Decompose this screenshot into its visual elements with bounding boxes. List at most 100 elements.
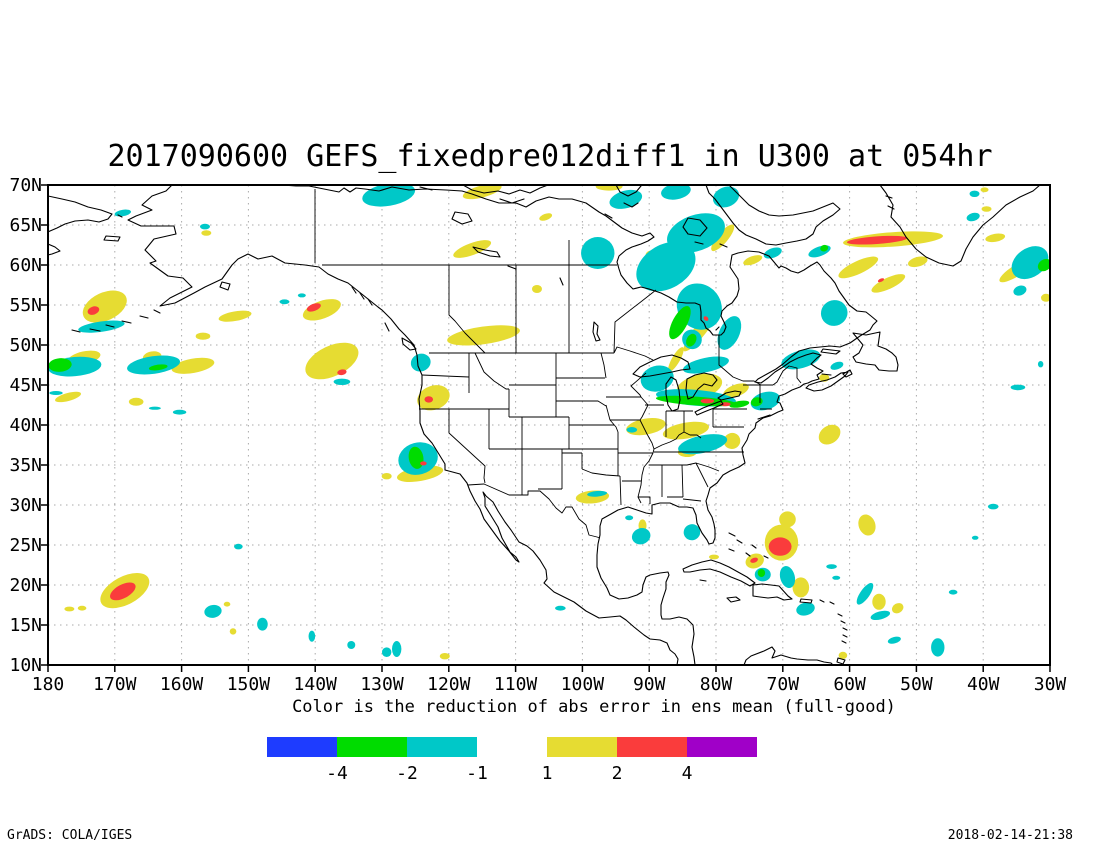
- anomaly-region-level-1: [858, 514, 876, 536]
- colorbar-positive: 1 2 4: [542, 737, 757, 784]
- anomaly-region-level--1: [826, 564, 837, 569]
- timestamp: 2018-02-14-21:38: [948, 828, 1073, 843]
- anomaly-region-level--1: [114, 209, 132, 217]
- anomaly-region-level--1: [49, 391, 63, 395]
- coastlines: [48, 185, 1041, 665]
- border-mexico: [467, 483, 601, 539]
- anomaly-region-level--1: [808, 245, 831, 258]
- anomaly-region-level-1: [201, 230, 212, 236]
- anomaly-region-level--1: [887, 636, 901, 644]
- anomaly-region-level--1: [987, 503, 999, 510]
- anomaly-region-level-1: [302, 299, 341, 321]
- lat-tick-label: 20N: [9, 575, 42, 596]
- lat-tick-label: 50N: [9, 335, 42, 356]
- anomaly-region-level--1: [1037, 361, 1044, 368]
- anomaly-region-level-1: [779, 511, 796, 528]
- lat-tick-label: 15N: [9, 615, 42, 636]
- anomaly-region-level--2: [408, 446, 424, 469]
- anomaly-region-level--2: [820, 244, 829, 252]
- anomaly-region-level--1: [609, 189, 643, 209]
- anomaly-region-level-2: [846, 235, 908, 245]
- anomaly-region-level--1: [587, 490, 608, 497]
- anomaly-region-level--1: [279, 299, 290, 305]
- anomaly-region-level--1: [661, 185, 691, 200]
- anomaly-region-level--1: [172, 409, 187, 415]
- anomaly-region-level--1: [631, 528, 651, 545]
- anomaly-region-level-1: [447, 325, 520, 346]
- lon-tick-label: 80W: [700, 674, 733, 695]
- anomaly-region-level--1: [78, 320, 125, 333]
- colorbar-swatch-neg1: [407, 737, 477, 757]
- anomaly-region-level--1: [199, 223, 210, 230]
- anomaly-region-level--2: [148, 364, 168, 371]
- anomaly-region-level-1: [743, 255, 763, 266]
- anomaly-region-level--1: [381, 647, 392, 657]
- anomaly-region-level--1: [234, 543, 243, 550]
- anomaly-region-level--2: [729, 400, 750, 408]
- lat-tick-label: 40N: [9, 415, 42, 436]
- colorbar-swatch-pos2: [617, 737, 687, 757]
- lon-tick-label: 130W: [360, 674, 404, 695]
- colorbar-label: 4: [682, 763, 693, 784]
- coast-chukotka: [48, 195, 123, 256]
- anomaly-region-level--1: [626, 427, 638, 433]
- axis-ticks: [41, 184, 1051, 672]
- lon-tick-label: 160W: [160, 674, 204, 695]
- anomaly-region-level--1: [1010, 384, 1026, 391]
- lat-tick-label: 25N: [9, 535, 42, 556]
- lat-tick-label: 45N: [9, 375, 42, 396]
- lon-tick-label: 170W: [93, 674, 137, 695]
- plot-title: 2017090600 GEFS_fixedpre012diff1 in U300…: [107, 139, 992, 174]
- coast-arctic-islands: [419, 185, 841, 248]
- anomaly-region-level-1: [907, 256, 928, 268]
- anomaly-region-level-1: [171, 357, 215, 374]
- anomaly-region-level-1: [668, 347, 684, 372]
- anomaly-region-level-1: [792, 577, 810, 598]
- lat-axis-labels: 70N 65N 60N 55N 50N 45N 40N 35N 30N 25N …: [9, 175, 42, 676]
- colorbar-label: -2: [396, 763, 418, 784]
- anomaly-shading: [48, 185, 1050, 660]
- anomaly-region-level--1: [969, 190, 980, 197]
- lon-tick-label: 120W: [427, 674, 471, 695]
- anomaly-region-level--1: [1011, 246, 1049, 280]
- anomaly-region-level--1: [410, 353, 431, 372]
- anomaly-region-level-1: [417, 385, 450, 411]
- anomaly-region-level--1: [333, 378, 351, 385]
- lon-tick-label: 90W: [633, 674, 666, 695]
- coast-arctic-atlantic: [281, 185, 878, 665]
- anomaly-region-level-1: [128, 397, 144, 406]
- anomaly-region-level-1: [218, 310, 252, 322]
- plot-caption: Color is the reduction of abs error in e…: [292, 697, 896, 717]
- anomaly-region-level--1: [781, 349, 821, 370]
- anomaly-region-level-1: [439, 653, 450, 660]
- anomaly-region-level-1: [891, 603, 904, 614]
- anomaly-region-level-1: [980, 187, 989, 193]
- anomaly-region-level--1: [297, 293, 306, 298]
- anomaly-region-level--1: [391, 641, 402, 657]
- lon-tick-label: 100W: [561, 674, 605, 695]
- anomaly-region-level-1: [1040, 293, 1050, 302]
- colorbar-label: 1: [542, 763, 553, 784]
- colorbar-swatch-pos4: [687, 737, 757, 757]
- anomaly-region-level-1: [723, 432, 741, 450]
- anomaly-region-level-1: [77, 605, 87, 611]
- lat-tick-label: 30N: [9, 495, 42, 516]
- anomaly-region-level-1: [711, 224, 735, 252]
- border-us-states: [419, 352, 772, 506]
- coast-greenland: [879, 185, 1041, 267]
- colorbar-negative: -4 -2 -1: [267, 737, 488, 784]
- coast-pacific: [127, 185, 679, 665]
- anomaly-region-level-2: [768, 537, 792, 556]
- colorbar-swatch-pos1: [547, 737, 617, 757]
- anomaly-region-level-1: [64, 606, 75, 612]
- anomaly-region-level--1: [971, 535, 979, 540]
- anomaly-region-level-1: [872, 593, 886, 610]
- anomaly-region-level-1: [453, 240, 492, 258]
- colorbar-label: -4: [326, 763, 348, 784]
- anomaly-region-level-1: [981, 206, 992, 212]
- anomaly-region-level--1: [204, 604, 222, 618]
- anomaly-region-level--1: [779, 566, 796, 588]
- coast-aleutians: [71, 281, 417, 351]
- lon-tick-label: 180: [32, 674, 65, 695]
- anomaly-region-level-2: [750, 557, 758, 563]
